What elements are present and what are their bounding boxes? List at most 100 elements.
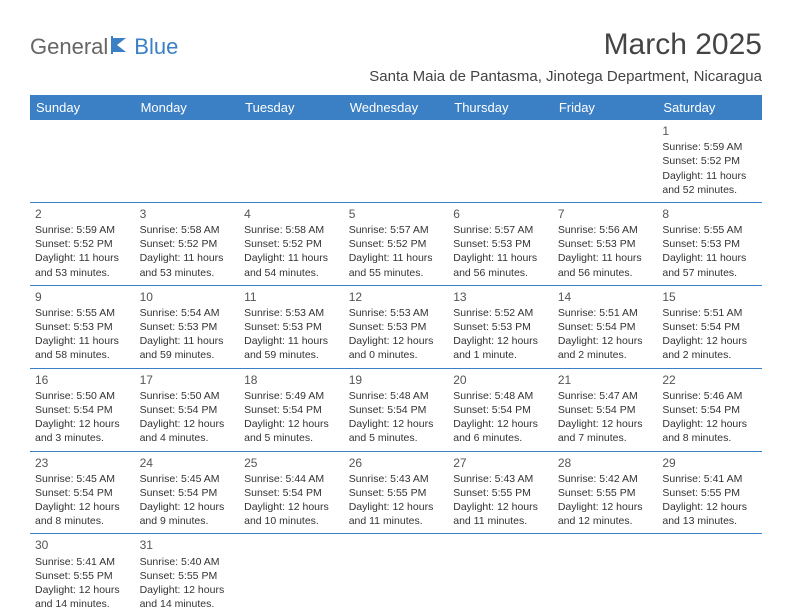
sunset-line: Sunset: 5:54 PM: [244, 486, 339, 500]
sunset-line: Sunset: 5:54 PM: [140, 486, 235, 500]
day-number: 13: [453, 289, 548, 305]
sunset-line: Sunset: 5:54 PM: [244, 403, 339, 417]
daylight-line: Daylight: 11 hours and 54 minutes.: [244, 251, 339, 279]
sunset-line: Sunset: 5:54 PM: [662, 320, 757, 334]
sunrise-line: Sunrise: 5:55 AM: [35, 306, 130, 320]
day-cell: 18Sunrise: 5:49 AMSunset: 5:54 PMDayligh…: [239, 368, 344, 451]
day-number: 2: [35, 206, 130, 222]
day-cell: 20Sunrise: 5:48 AMSunset: 5:54 PMDayligh…: [448, 368, 553, 451]
day-number: 14: [558, 289, 653, 305]
sunrise-line: Sunrise: 5:42 AM: [558, 472, 653, 486]
day-cell: 21Sunrise: 5:47 AMSunset: 5:54 PMDayligh…: [553, 368, 658, 451]
daylight-line: Daylight: 11 hours and 58 minutes.: [35, 334, 130, 362]
daylight-line: Daylight: 12 hours and 4 minutes.: [140, 417, 235, 445]
daylight-line: Daylight: 12 hours and 11 minutes.: [349, 500, 444, 528]
empty-cell: [30, 120, 135, 202]
day-cell: 28Sunrise: 5:42 AMSunset: 5:55 PMDayligh…: [553, 451, 658, 534]
sunset-line: Sunset: 5:53 PM: [662, 237, 757, 251]
sunset-line: Sunset: 5:52 PM: [35, 237, 130, 251]
sunset-line: Sunset: 5:54 PM: [662, 403, 757, 417]
sunset-line: Sunset: 5:52 PM: [244, 237, 339, 251]
daylight-line: Daylight: 12 hours and 11 minutes.: [453, 500, 548, 528]
day-cell: 12Sunrise: 5:53 AMSunset: 5:53 PMDayligh…: [344, 285, 449, 368]
day-cell: 25Sunrise: 5:44 AMSunset: 5:54 PMDayligh…: [239, 451, 344, 534]
logo-text-2: Blue: [134, 34, 178, 60]
sunset-line: Sunset: 5:53 PM: [140, 320, 235, 334]
empty-cell: [657, 534, 762, 616]
day-number: 11: [244, 289, 339, 305]
empty-cell: [448, 120, 553, 202]
daylight-line: Daylight: 11 hours and 57 minutes.: [662, 251, 757, 279]
day-cell: 1Sunrise: 5:59 AMSunset: 5:52 PMDaylight…: [657, 120, 762, 202]
sunrise-line: Sunrise: 5:47 AM: [558, 389, 653, 403]
day-number: 3: [140, 206, 235, 222]
month-title: March 2025: [369, 28, 762, 62]
empty-cell: [448, 534, 553, 616]
day-number: 15: [662, 289, 757, 305]
sunset-line: Sunset: 5:53 PM: [244, 320, 339, 334]
day-cell: 22Sunrise: 5:46 AMSunset: 5:54 PMDayligh…: [657, 368, 762, 451]
sunrise-line: Sunrise: 5:48 AM: [453, 389, 548, 403]
daylight-line: Daylight: 11 hours and 56 minutes.: [558, 251, 653, 279]
day-number: 16: [35, 372, 130, 388]
day-number: 23: [35, 455, 130, 471]
day-number: 25: [244, 455, 339, 471]
sunrise-line: Sunrise: 5:44 AM: [244, 472, 339, 486]
logo-flag-icon: [111, 34, 133, 60]
calendar-row: 23Sunrise: 5:45 AMSunset: 5:54 PMDayligh…: [30, 451, 762, 534]
empty-cell: [239, 120, 344, 202]
calendar-head: SundayMondayTuesdayWednesdayThursdayFrid…: [30, 95, 762, 120]
sunrise-line: Sunrise: 5:57 AM: [349, 223, 444, 237]
sunset-line: Sunset: 5:53 PM: [349, 320, 444, 334]
sunrise-line: Sunrise: 5:59 AM: [662, 140, 757, 154]
day-number: 28: [558, 455, 653, 471]
sunrise-line: Sunrise: 5:51 AM: [662, 306, 757, 320]
sunset-line: Sunset: 5:53 PM: [35, 320, 130, 334]
sunset-line: Sunset: 5:52 PM: [349, 237, 444, 251]
day-number: 22: [662, 372, 757, 388]
day-number: 5: [349, 206, 444, 222]
sunset-line: Sunset: 5:55 PM: [349, 486, 444, 500]
day-number: 26: [349, 455, 444, 471]
empty-cell: [135, 120, 240, 202]
sunset-line: Sunset: 5:52 PM: [662, 154, 757, 168]
empty-cell: [553, 120, 658, 202]
sunset-line: Sunset: 5:53 PM: [453, 320, 548, 334]
sunset-line: Sunset: 5:55 PM: [662, 486, 757, 500]
calendar-row: 2Sunrise: 5:59 AMSunset: 5:52 PMDaylight…: [30, 202, 762, 285]
calendar-row: 16Sunrise: 5:50 AMSunset: 5:54 PMDayligh…: [30, 368, 762, 451]
day-number: 10: [140, 289, 235, 305]
day-number: 20: [453, 372, 548, 388]
logo-text-1: General: [30, 34, 108, 60]
day-cell: 2Sunrise: 5:59 AMSunset: 5:52 PMDaylight…: [30, 202, 135, 285]
day-number: 8: [662, 206, 757, 222]
sunset-line: Sunset: 5:54 PM: [453, 403, 548, 417]
daylight-line: Daylight: 12 hours and 10 minutes.: [244, 500, 339, 528]
daylight-line: Daylight: 12 hours and 2 minutes.: [662, 334, 757, 362]
daylight-line: Daylight: 11 hours and 53 minutes.: [35, 251, 130, 279]
sunrise-line: Sunrise: 5:50 AM: [35, 389, 130, 403]
sunrise-line: Sunrise: 5:55 AM: [662, 223, 757, 237]
logo: General Blue: [30, 34, 178, 60]
sunrise-line: Sunrise: 5:52 AM: [453, 306, 548, 320]
sunset-line: Sunset: 5:53 PM: [453, 237, 548, 251]
daylight-line: Daylight: 12 hours and 6 minutes.: [453, 417, 548, 445]
empty-cell: [344, 120, 449, 202]
daylight-line: Daylight: 12 hours and 2 minutes.: [558, 334, 653, 362]
daylight-line: Daylight: 12 hours and 12 minutes.: [558, 500, 653, 528]
day-cell: 27Sunrise: 5:43 AMSunset: 5:55 PMDayligh…: [448, 451, 553, 534]
sunset-line: Sunset: 5:54 PM: [558, 320, 653, 334]
daylight-line: Daylight: 12 hours and 13 minutes.: [662, 500, 757, 528]
sunrise-line: Sunrise: 5:41 AM: [662, 472, 757, 486]
daylight-line: Daylight: 11 hours and 53 minutes.: [140, 251, 235, 279]
weekday-header: Saturday: [657, 95, 762, 120]
day-number: 1: [662, 123, 757, 139]
day-number: 17: [140, 372, 235, 388]
sunrise-line: Sunrise: 5:41 AM: [35, 555, 130, 569]
daylight-line: Daylight: 11 hours and 55 minutes.: [349, 251, 444, 279]
sunset-line: Sunset: 5:54 PM: [349, 403, 444, 417]
day-number: 4: [244, 206, 339, 222]
day-cell: 6Sunrise: 5:57 AMSunset: 5:53 PMDaylight…: [448, 202, 553, 285]
sunrise-line: Sunrise: 5:45 AM: [35, 472, 130, 486]
weekday-header: Friday: [553, 95, 658, 120]
